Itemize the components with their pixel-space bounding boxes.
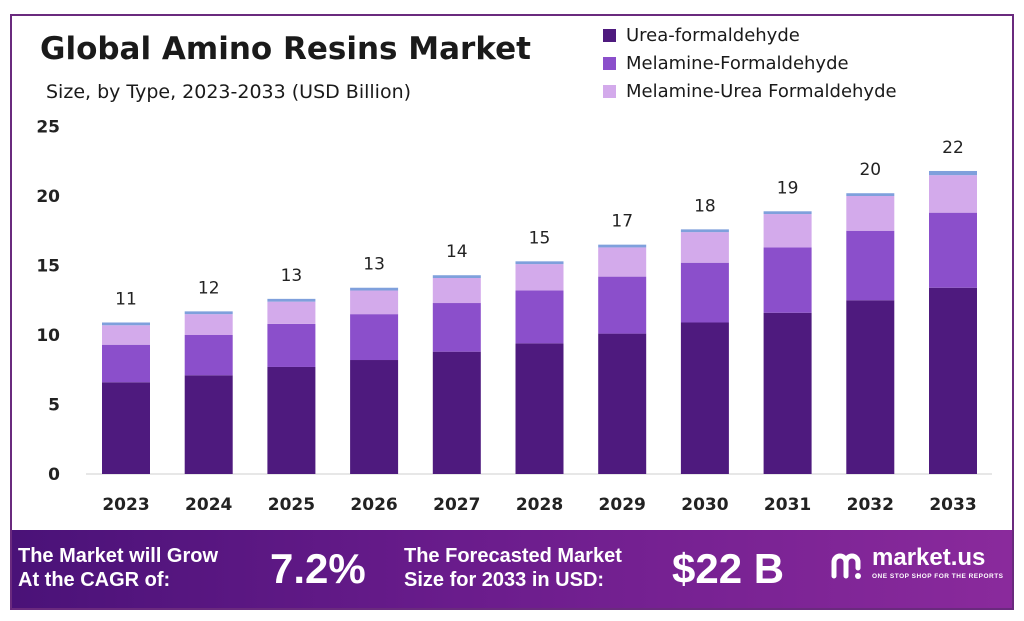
bar-segment-melamine-formaldehyde — [432, 303, 481, 352]
bar-segment-top-cap — [929, 170, 977, 176]
total-label: 13 — [281, 266, 303, 286]
x-tick-label: 2033 — [929, 495, 976, 515]
brand-tagline: ONE STOP SHOP FOR THE REPORTS — [872, 573, 1004, 580]
bar-segment-melamine-urea-formaldehyde — [598, 247, 647, 277]
y-axis: 0 5 10 15 20 25 — [36, 118, 60, 486]
total-label: 12 — [198, 278, 220, 298]
total-label: 13 — [363, 255, 385, 275]
bar-segment-top-cap — [267, 298, 316, 302]
bar-segment-urea-formaldehyde — [267, 366, 316, 474]
total-label: 11 — [115, 289, 137, 309]
bar-segment-melamine-formaldehyde — [515, 290, 564, 344]
bar-segment-top-cap — [102, 322, 150, 326]
y-tick-label: 15 — [36, 257, 60, 277]
x-tick-label: 2030 — [681, 495, 728, 515]
x-tick-label: 2029 — [599, 495, 646, 515]
legend-label: Melamine-Urea Formaldehyde — [626, 81, 897, 102]
bar-segment-urea-formaldehyde — [680, 322, 729, 474]
y-tick-label: 0 — [48, 465, 60, 485]
bar-segment-top-cap — [432, 275, 481, 279]
chart-title: Global Amino Resins Market — [40, 31, 531, 67]
total-label: 15 — [529, 228, 551, 248]
bar-segment-urea-formaldehyde — [102, 382, 150, 474]
bar-segment-top-cap — [680, 229, 729, 233]
bar-segment-melamine-urea-formaldehyde — [846, 196, 895, 231]
bar-segment-urea-formaldehyde — [184, 375, 233, 474]
legend-swatch — [603, 29, 616, 42]
total-labels: 11 12 13 13 14 15 17 18 19 20 22 — [115, 138, 964, 310]
market-us-logo-icon — [831, 553, 861, 579]
x-tick-label: 2031 — [764, 495, 811, 515]
bar-segment-melamine-urea-formaldehyde — [432, 278, 481, 304]
bar-segment-melamine-formaldehyde — [680, 262, 729, 323]
bar-segment-melamine-formaldehyde — [350, 314, 399, 361]
legend-label: Melamine-Formaldehyde — [626, 53, 849, 74]
y-tick-label: 10 — [36, 326, 60, 346]
total-label: 22 — [942, 138, 964, 158]
bar-segment-melamine-urea-formaldehyde — [680, 232, 729, 263]
legend-swatch — [603, 85, 616, 98]
bar-segment-melamine-urea-formaldehyde — [184, 314, 233, 335]
bar-segment-urea-formaldehyde — [846, 300, 895, 474]
legend-label: Urea-formaldehyde — [626, 25, 800, 46]
total-label: 18 — [694, 196, 716, 216]
bar-segment-urea-formaldehyde — [350, 360, 399, 474]
bar-segment-melamine-urea-formaldehyde — [102, 325, 150, 345]
bar-segment-urea-formaldehyde — [929, 287, 977, 474]
chart-svg: Global Amino Resins Market Size, by Type… — [36, 25, 992, 515]
bar-segment-top-cap — [350, 287, 399, 291]
brand-name: market.us — [872, 544, 986, 571]
bar-segment-melamine-urea-formaldehyde — [267, 301, 316, 324]
legend-swatch — [603, 57, 616, 70]
bar-segment-melamine-formaldehyde — [763, 247, 812, 313]
bar-segment-melamine-formaldehyde — [102, 344, 150, 383]
total-label: 17 — [611, 212, 633, 232]
chart-subtitle: Size, by Type, 2023-2033 (USD Billion) — [46, 81, 411, 103]
x-tick-label: 2025 — [268, 495, 315, 515]
bar-segment-top-cap — [515, 261, 564, 265]
bar-segment-urea-formaldehyde — [598, 333, 647, 474]
x-axis: 2023 2024 2025 2026 2027 2028 2029 2030 2031 2032… — [102, 495, 976, 515]
summary-banner: The Market will Grow At the CAGR of: 7.2… — [12, 530, 1012, 608]
bar-segment-melamine-urea-formaldehyde — [763, 214, 812, 248]
legend: Urea-formaldehyde Melamine-Formaldehyde Me… — [603, 25, 897, 102]
bar-segment-melamine-urea-formaldehyde — [515, 264, 564, 291]
bar-segment-top-cap — [598, 244, 647, 248]
bar-segment-melamine-formaldehyde — [267, 323, 316, 367]
forecast-label: The Forecasted Market Size for 2033 in U… — [404, 545, 622, 591]
bar-segment-melamine-formaldehyde — [846, 230, 895, 301]
bar-segment-urea-formaldehyde — [515, 343, 564, 474]
bar-segment-top-cap — [763, 211, 812, 215]
y-tick-label: 5 — [48, 396, 60, 416]
x-tick-label: 2027 — [433, 495, 480, 515]
y-tick-label: 25 — [36, 118, 60, 138]
x-tick-label: 2026 — [350, 495, 397, 515]
total-label: 20 — [859, 160, 881, 180]
bars-group — [102, 170, 977, 474]
bar-segment-melamine-formaldehyde — [184, 335, 233, 376]
x-tick-label: 2024 — [185, 495, 232, 515]
total-label: 14 — [446, 242, 468, 262]
bar-segment-urea-formaldehyde — [763, 312, 812, 474]
bar-segment-top-cap — [184, 311, 233, 315]
bar-segment-melamine-formaldehyde — [929, 212, 977, 288]
cagr-label: The Market will Grow At the CAGR of: — [18, 545, 219, 591]
bar-segment-melamine-urea-formaldehyde — [929, 175, 977, 213]
bar-segment-melamine-formaldehyde — [598, 276, 647, 334]
y-tick-label: 20 — [36, 187, 60, 207]
bar-segment-top-cap — [846, 193, 895, 196]
cagr-value: 7.2% — [270, 545, 366, 592]
total-label: 19 — [777, 178, 799, 198]
bar-segment-urea-formaldehyde — [432, 351, 481, 474]
bar-segment-melamine-urea-formaldehyde — [350, 290, 399, 315]
x-tick-label: 2023 — [102, 495, 149, 515]
x-tick-label: 2028 — [516, 495, 563, 515]
x-tick-label: 2032 — [847, 495, 894, 515]
forecast-value: $22 B — [672, 545, 785, 592]
